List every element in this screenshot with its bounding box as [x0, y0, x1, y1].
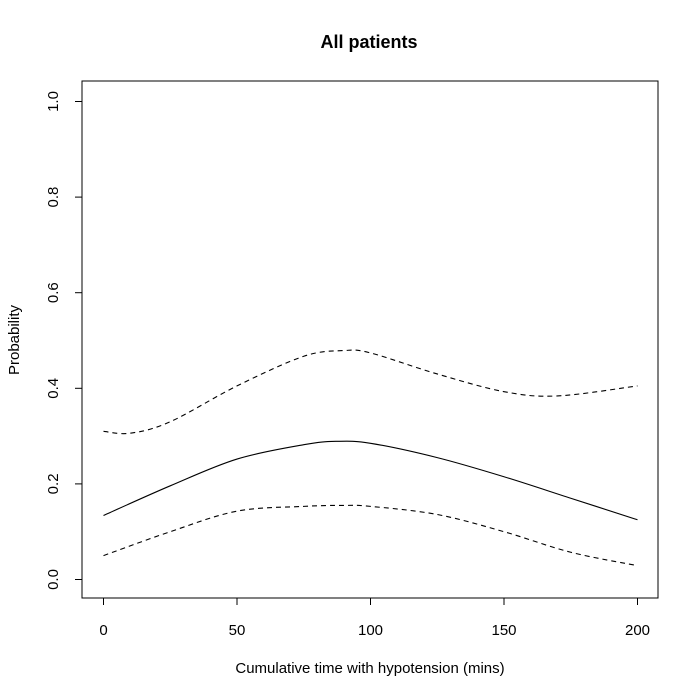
y-tick-label: 0.6 [45, 282, 62, 303]
x-tick-label: 150 [491, 622, 516, 639]
x-tick-label: 0 [99, 622, 107, 639]
y-axis-label: Probability [6, 304, 23, 375]
x-tick-label: 50 [229, 622, 246, 639]
y-tick-label: 0.8 [45, 187, 62, 208]
y-axis: 0.0 0.2 0.4 0.6 0.8 1.0 [45, 91, 83, 590]
series-layer [103, 349, 638, 567]
series-upper-ci-line [103, 349, 638, 435]
y-tick-label: 0.4 [45, 378, 62, 399]
y-tick-label: 0.2 [45, 473, 62, 494]
x-tick-label: 200 [625, 622, 650, 639]
x-axis: 0 50 100 150 200 [99, 597, 650, 639]
x-tick-label: 100 [358, 622, 383, 639]
y-tick-label: 1.0 [45, 91, 62, 112]
plot-area-frame [81, 80, 659, 599]
series-estimate-line [103, 440, 638, 521]
series-lower-ci-line [103, 504, 638, 567]
chart-title: All patients [320, 32, 417, 52]
x-axis-label: Cumulative time with hypotension (mins) [235, 660, 504, 677]
y-tick-label: 0.0 [45, 569, 62, 590]
